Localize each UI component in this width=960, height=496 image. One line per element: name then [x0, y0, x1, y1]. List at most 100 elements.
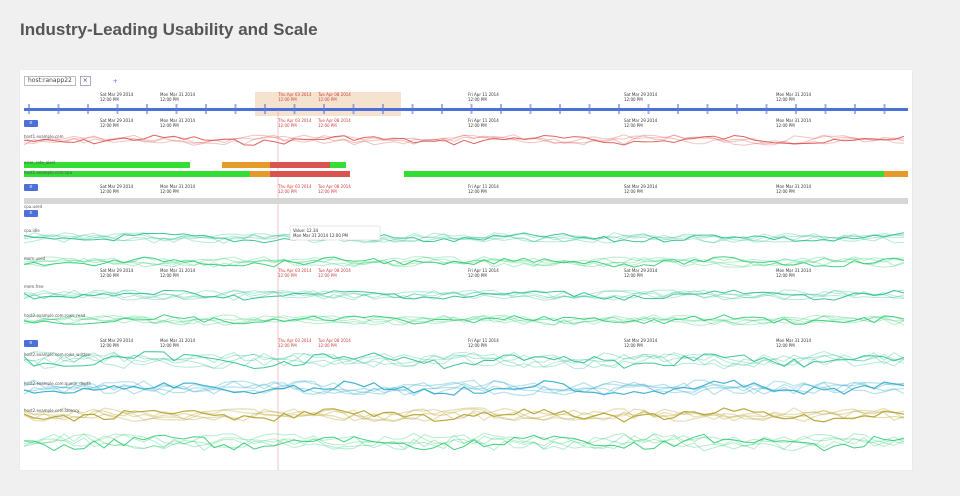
row-label: host1.example.com: [24, 134, 64, 139]
series-queue-depth: [23, 407, 905, 422]
time-tick-label: Sat Mar 29 2014 12:00 PM: [100, 92, 134, 102]
series-rows-read: [23, 351, 905, 370]
navigator-tick: [57, 104, 60, 114]
series-rows-read: [23, 350, 905, 370]
navigator-tick: [559, 104, 561, 114]
series-error-rate: [23, 134, 905, 146]
time-tick-label: Mon Mar 31 2014 12:00 PM: [776, 184, 812, 194]
series-host-metric: [23, 232, 905, 244]
time-tick-label: Thu Apr 03 2014 12:00 PM: [278, 184, 312, 194]
navigator-bar: [24, 108, 908, 111]
section-divider: [24, 198, 908, 204]
series-host-metric: [23, 314, 905, 325]
navigator-tick: [706, 104, 709, 114]
navigator-tick: [264, 104, 266, 114]
series-rows-written: [23, 380, 905, 396]
series-latency: [23, 432, 905, 452]
series-error-rate: [23, 134, 905, 146]
status-bar: [404, 171, 884, 177]
navigator-tick: [854, 104, 856, 114]
search-button[interactable]: ×: [79, 76, 91, 86]
section-toggle-button[interactable]: ≡: [24, 210, 38, 217]
series-rows-written: [23, 379, 905, 396]
series-rows-written: [23, 379, 905, 396]
selection-highlight: [255, 92, 401, 116]
time-tick-label: Mon Mar 31 2014 12:00 PM: [160, 338, 196, 348]
navigator-tick: [146, 104, 148, 114]
series-host-metric: [23, 256, 905, 268]
metrics-chart[interactable]: [20, 70, 912, 470]
row-label: host2.example.com:rows_read: [24, 313, 86, 318]
navigator-tick: [618, 104, 620, 114]
navigator-tick: [765, 104, 768, 114]
series-host-metric: [23, 289, 905, 301]
series-latency: [23, 432, 905, 450]
series-host-metric: [23, 232, 905, 244]
navigator-tick: [500, 104, 502, 114]
series-rows-read: [23, 351, 905, 369]
series-latency: [23, 433, 905, 452]
tooltip-text: Value: 12.34 Mon Mar 31 2014 12:00 PM: [293, 228, 348, 238]
navigator-tick: [382, 104, 384, 114]
series-host-metric: [23, 232, 905, 244]
navigator-tick: [736, 104, 738, 114]
time-tick-label: Mon Mar 31 2014 12:00 PM: [160, 92, 196, 102]
series-latency: [23, 432, 905, 452]
time-tick-label: Fri Apr 11 2014 12:00 PM: [468, 338, 499, 348]
navigator-tick: [795, 104, 797, 114]
navigator-tick: [411, 104, 414, 114]
series-rows-read: [23, 351, 905, 369]
status-bar: [24, 171, 250, 177]
navigator-tick: [323, 104, 325, 114]
tooltip-box: [289, 225, 381, 241]
time-tick-label: Mon Mar 31 2014 12:00 PM: [776, 118, 812, 128]
status-bar: [884, 171, 908, 177]
time-tick-label: Sat Mar 29 2014 12:00 PM: [624, 184, 658, 194]
time-tick-label: Thu Apr 03 2014 12:00 PM: [278, 338, 312, 348]
navigator-tick: [175, 104, 178, 114]
viewer-toolbar: host:ranapp22 × +: [24, 76, 118, 86]
time-tick-label: Mon Mar 31 2014 12:00 PM: [160, 118, 196, 128]
status-bar: [24, 162, 190, 168]
series-host-metric: [23, 232, 905, 244]
navigator-tick: [234, 104, 237, 114]
add-icon[interactable]: +: [112, 77, 118, 85]
search-field[interactable]: host:ranapp22: [24, 76, 76, 86]
series-host-metric: [23, 232, 905, 244]
status-bar: [222, 162, 270, 168]
series-host-metric: [23, 314, 905, 326]
time-tick-label: Sat Mar 29 2014 12:00 PM: [624, 338, 658, 348]
navigator-tick: [883, 104, 886, 114]
navigator-tick: [677, 104, 679, 114]
time-tick-label: Tue Apr 08 2014 12:00 PM: [318, 184, 351, 194]
section-toggle-button[interactable]: ≡: [24, 120, 38, 127]
series-host-metric: [23, 314, 905, 326]
time-tick-label: Fri Apr 11 2014 12:00 PM: [468, 92, 499, 102]
navigator-tick: [824, 104, 827, 114]
series-host-metric: [23, 314, 905, 326]
series-rows-written: [23, 379, 905, 396]
series-host-metric: [23, 289, 905, 301]
section-toggle-button[interactable]: ≡: [24, 184, 38, 191]
series-rows-written: [23, 379, 905, 397]
navigator-tick: [529, 104, 532, 114]
time-tick-label: Sat Mar 29 2014 12:00 PM: [100, 268, 134, 278]
row-label: host2.example.com:queue_depth: [24, 381, 92, 386]
section-toggle-button[interactable]: ≡: [24, 340, 38, 347]
time-tick-label: Mon Mar 31 2014 12:00 PM: [776, 338, 812, 348]
series-error-rate: [23, 134, 905, 146]
navigator-tick: [588, 104, 591, 114]
time-tick-label: Fri Apr 11 2014 12:00 PM: [468, 184, 499, 194]
time-tick-label: Sat Mar 29 2014 12:00 PM: [100, 184, 134, 194]
time-tick-label: Thu Apr 03 2014 12:00 PM: [278, 118, 312, 128]
series-queue-depth: [23, 407, 905, 423]
time-tick-label: Tue Apr 08 2014 12:00 PM: [318, 118, 351, 128]
series-host-metric: [23, 314, 905, 326]
time-tick-label: Sat Mar 29 2014 12:00 PM: [100, 338, 134, 348]
status-bar: [270, 162, 330, 168]
row-label: host2.example.com:latency: [24, 408, 80, 413]
time-tick-label: Tue Apr 08 2014 12:00 PM: [318, 268, 351, 278]
series-host-metric: [23, 256, 905, 268]
row-label: error_rate_alert: [24, 160, 56, 165]
navigator-tick: [470, 104, 473, 114]
